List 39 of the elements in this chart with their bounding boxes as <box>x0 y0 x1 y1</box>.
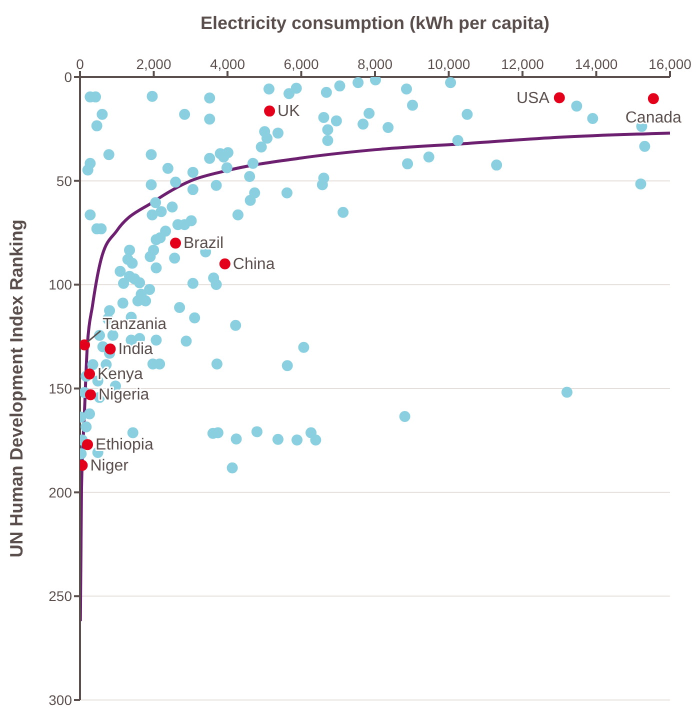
point <box>170 238 182 249</box>
annotation: China <box>232 256 275 273</box>
point <box>264 106 276 117</box>
x-tick-label: 10,000 <box>427 56 470 72</box>
y-axis-title: UN Human Development Index Ranking <box>6 219 26 558</box>
point <box>82 439 94 450</box>
x-tick-label: 12,000 <box>501 56 544 72</box>
x-tick-label: 2,000 <box>136 56 172 72</box>
annotation: UK <box>278 103 300 120</box>
annotation: Niger <box>90 457 130 474</box>
point <box>84 368 96 380</box>
annotation: Ethiopia <box>96 436 154 454</box>
x-tick-label: 14,000 <box>574 56 618 72</box>
x-tick-label: 4,000 <box>210 56 246 72</box>
line-series <box>80 132 670 623</box>
y-tick-label: 300 <box>48 692 72 708</box>
point <box>219 258 230 270</box>
x-tick-label: 16,000 <box>648 56 692 72</box>
point <box>104 344 116 355</box>
point <box>554 92 565 104</box>
y-tick-label: 0 <box>64 68 72 85</box>
annotation: Canada <box>625 110 682 127</box>
point <box>80 339 90 350</box>
x-tick-label: 0 <box>76 56 84 72</box>
x-tick-label: 6,000 <box>284 56 319 72</box>
y-tick-label: 150 <box>48 380 72 396</box>
point <box>648 93 659 104</box>
x-tick-label: 8,000 <box>357 56 393 72</box>
annotation: USA <box>516 90 550 107</box>
y-tick-label: 200 <box>48 484 72 500</box>
annotation: Brazil <box>184 235 224 252</box>
annotation: Tanzania <box>102 316 167 333</box>
annotation: India <box>118 341 154 358</box>
y-tick-label: 100 <box>48 276 72 293</box>
x-axis-title: Electricity consumption (kWh per capita) <box>200 12 550 33</box>
y-tick-label: 50 <box>56 172 72 189</box>
point <box>85 389 96 400</box>
y-tick-label: 250 <box>48 588 72 604</box>
annotation: Kenya <box>98 366 143 383</box>
